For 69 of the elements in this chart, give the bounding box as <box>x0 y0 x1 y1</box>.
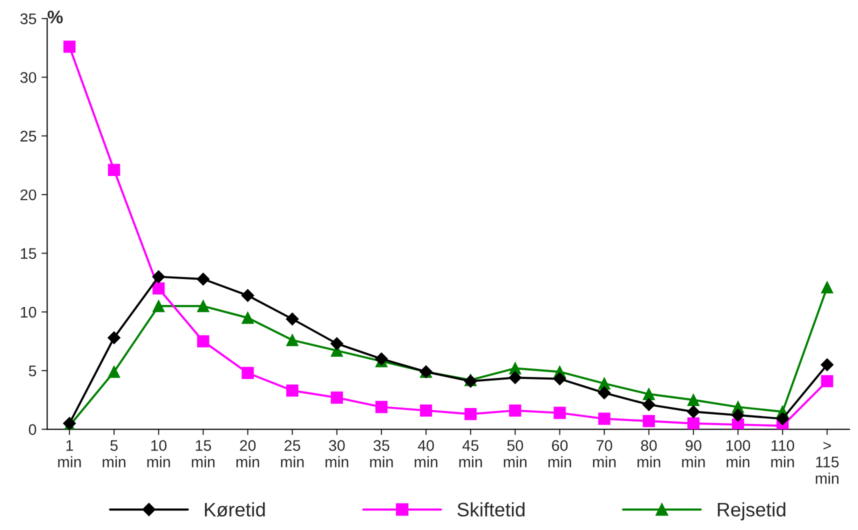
point <box>286 334 298 346</box>
point <box>553 372 566 386</box>
x-tick-label: 70 min <box>593 440 616 468</box>
y-tick-label: 15 <box>20 248 36 259</box>
x-tick-label: 60 min <box>548 440 572 468</box>
point <box>732 408 744 422</box>
point <box>642 388 655 400</box>
y-tick-label: 35 <box>20 13 36 24</box>
x-tick-label: > 115 min <box>816 442 839 484</box>
y-tick-label: 0 <box>28 424 36 435</box>
point <box>509 404 522 417</box>
point <box>196 272 210 286</box>
legend-label: Skiftetid <box>457 502 525 517</box>
point <box>464 408 477 420</box>
x-tick-label: 1 min <box>58 440 81 468</box>
point <box>330 392 343 404</box>
point <box>820 358 834 372</box>
point <box>152 270 166 284</box>
x-tick-label: 50 min <box>504 440 526 468</box>
x-tick-label: 100 min <box>726 440 750 468</box>
point <box>286 384 298 397</box>
point <box>330 337 344 350</box>
point <box>508 371 522 384</box>
point <box>821 375 834 388</box>
x-tick-label: 5 min <box>102 440 126 468</box>
y-tick-label: 10 <box>20 306 36 318</box>
y-axis-title: % <box>48 10 63 24</box>
legend-label: Rejsetid <box>718 502 786 520</box>
x-tick-label: 35 min <box>370 440 393 468</box>
point <box>63 40 76 53</box>
y-tick-label: 25 <box>20 130 36 142</box>
y-tick-label: 30 <box>20 72 36 83</box>
point <box>152 282 165 295</box>
point <box>821 281 834 294</box>
x-tick-label: 30 min <box>326 440 348 468</box>
legend-label: Køretid <box>204 502 265 517</box>
x-tick-label: 10 min <box>147 440 170 468</box>
point <box>598 386 611 400</box>
y-tick-label: 20 <box>20 189 36 200</box>
point <box>554 406 566 419</box>
point <box>375 400 388 414</box>
x-tick-label: 40 min <box>414 440 438 468</box>
point <box>687 405 700 418</box>
point <box>152 300 165 312</box>
x-tick-label: 15 min <box>192 440 214 468</box>
point <box>108 366 120 378</box>
point <box>642 415 655 428</box>
point <box>242 366 254 380</box>
point <box>242 312 254 324</box>
x-tick-label: 20 min <box>236 440 260 468</box>
x-tick-label: 80 min <box>638 440 660 468</box>
point <box>598 412 610 425</box>
point <box>108 164 120 176</box>
x-tick-label: 90 min <box>682 440 705 468</box>
point <box>375 352 388 366</box>
point <box>420 404 432 417</box>
point <box>642 398 656 412</box>
x-tick-label: 25 min <box>281 440 304 468</box>
y-tick-label: 5 <box>28 366 36 376</box>
x-tick-label: 45 min <box>459 440 482 468</box>
point <box>687 417 700 430</box>
point <box>241 289 254 302</box>
point <box>286 312 299 326</box>
x-tick-label: 110 min <box>771 440 794 468</box>
point <box>687 394 700 406</box>
point <box>197 300 210 312</box>
point <box>776 412 789 426</box>
point <box>108 331 120 344</box>
point <box>197 335 210 348</box>
